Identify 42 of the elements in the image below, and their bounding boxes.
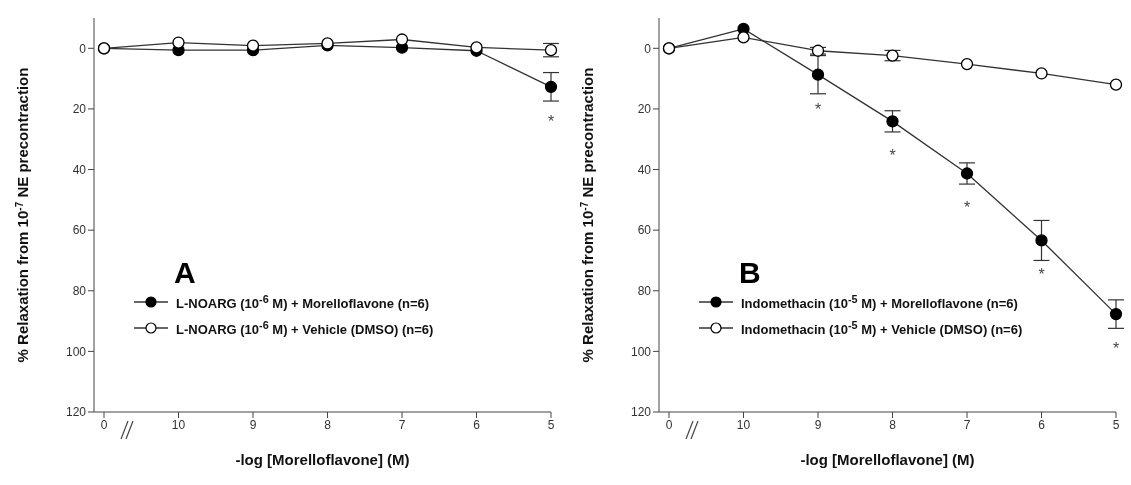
x-tick-label: 7 — [963, 417, 971, 432]
annotation: * — [547, 112, 555, 130]
annotation: * — [814, 100, 822, 118]
x-tick-label: 9 — [249, 417, 257, 432]
annotation: * — [963, 199, 971, 217]
legend-label: Indomethacin (10$^{-5}$ M) + Morelloflavone (n=6) — [741, 293, 1018, 312]
legend-label: L-NOARG (10$^{-6}$ M) + Vehicle (DMSO) (n=6) — [176, 319, 434, 338]
y-tick-label: 120 — [630, 405, 652, 420]
x-tick-label: 8 — [889, 417, 897, 432]
x-tick-label: 0 — [100, 417, 108, 432]
legend-label: Indomethacin (10$^{-5}$ M) + Vehicle (DMSO) (n=6) — [741, 319, 1023, 338]
annotation: * — [889, 147, 896, 165]
x-tick-label: 10 — [736, 417, 751, 432]
x-tick-label: 10 — [171, 417, 186, 432]
annotation: B — [739, 256, 761, 290]
x-axis-title: -log [Morelloflavone] (M) — [235, 450, 410, 468]
x-tick-label: 5 — [547, 417, 555, 432]
x-tick-label: 5 — [1112, 417, 1120, 432]
y-tick-label: 40 — [637, 162, 652, 177]
y-tick-label: 80 — [72, 284, 87, 299]
annotation: * — [1038, 266, 1045, 284]
x-tick-label: 6 — [1038, 417, 1046, 432]
x-tick-label: 9 — [814, 417, 822, 432]
annotation: A — [174, 256, 196, 290]
legend-label: L-NOARG (10$^{-6}$ M) + Morelloflavone (n=6) — [176, 293, 430, 312]
y-tick-label: 60 — [72, 223, 87, 238]
y-tick-label: 0 — [644, 41, 652, 56]
x-tick-label: 8 — [324, 417, 332, 432]
x-tick-label: 6 — [473, 417, 481, 432]
y-tick-label: 20 — [637, 102, 652, 117]
y-tick-label: 100 — [630, 344, 652, 359]
x-axis-title: -log [Morelloflavone] (M) — [800, 450, 975, 468]
y-tick-label: 40 — [72, 162, 87, 177]
x-tick-label: 0 — [665, 417, 673, 432]
y-tick-label: 20 — [72, 102, 87, 117]
y-tick-label: 0 — [79, 41, 87, 56]
y-tick-label: 60 — [637, 223, 652, 238]
y-tick-label: 100 — [65, 344, 87, 359]
x-tick-label: 7 — [398, 417, 406, 432]
y-tick-label: 120 — [65, 405, 87, 420]
y-tick-label: 80 — [637, 284, 652, 299]
annotation: * — [1112, 340, 1120, 358]
